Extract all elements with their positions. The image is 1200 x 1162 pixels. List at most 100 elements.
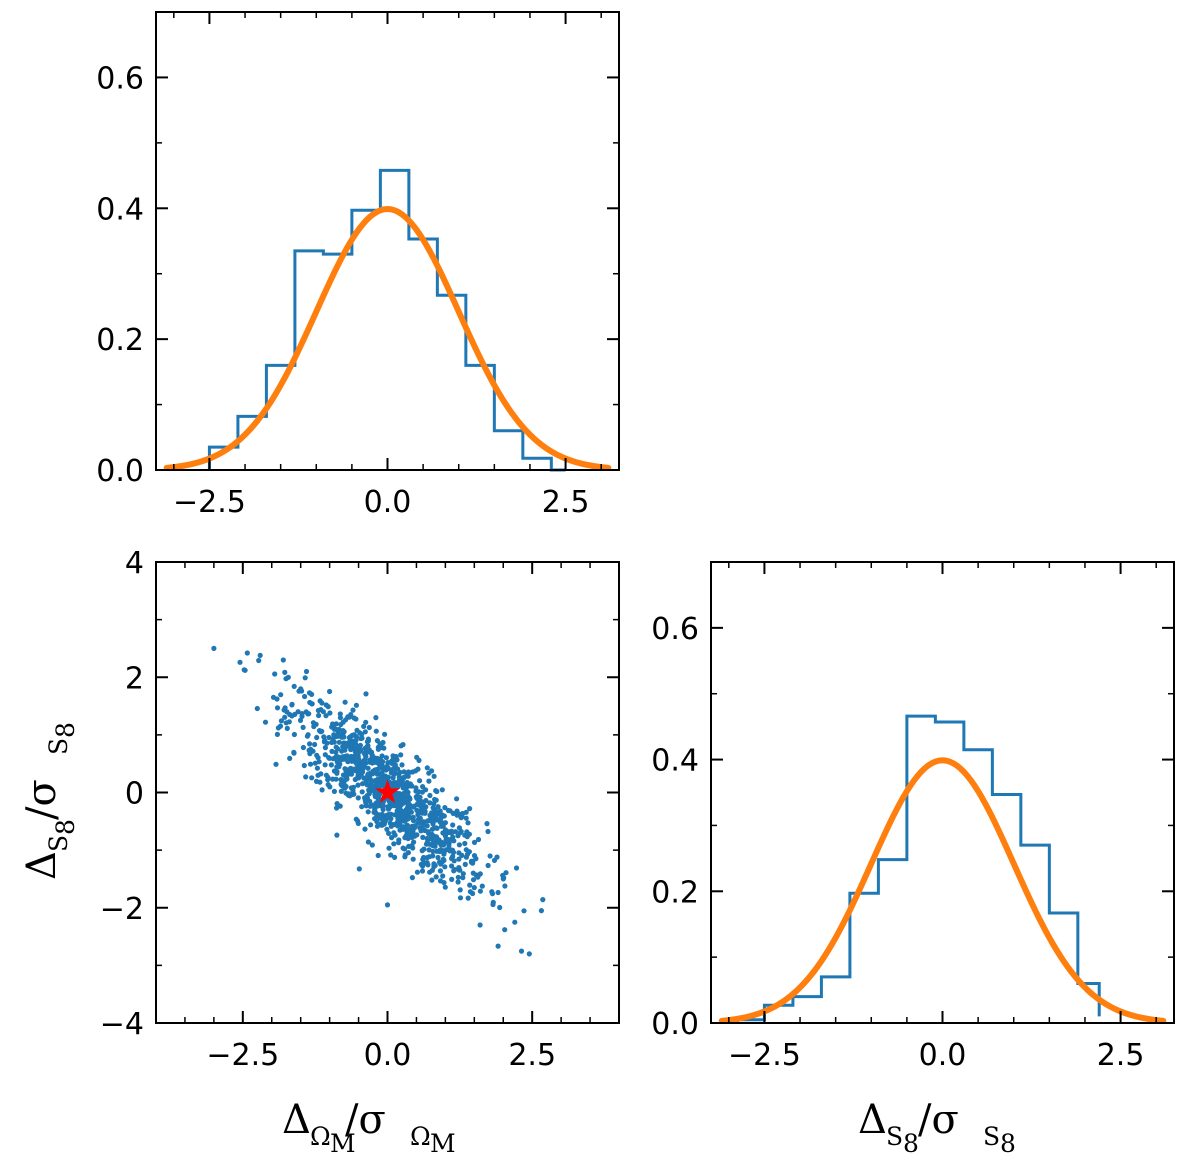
scatter-point — [306, 690, 313, 696]
scatter-point — [448, 830, 454, 836]
scatter-point — [406, 795, 413, 801]
x-title-sigma-subsub: M — [430, 1129, 456, 1158]
scatter-point — [287, 755, 293, 762]
scatter-point — [411, 839, 417, 845]
scatter-point — [396, 774, 402, 780]
scatter-point — [440, 873, 446, 879]
scatter-point — [379, 822, 385, 828]
scatter-point — [338, 721, 344, 728]
scatter-point — [448, 836, 454, 842]
scatter-point — [512, 919, 518, 925]
scatter-point — [344, 753, 350, 759]
scatter-point — [430, 805, 436, 811]
scatter-point — [380, 739, 386, 746]
scatter-point — [313, 721, 319, 727]
scatter-point — [280, 657, 286, 663]
scatter-point — [406, 843, 412, 850]
scatter-point — [467, 882, 473, 888]
scatter-point — [322, 752, 328, 758]
scatter-point — [479, 883, 485, 889]
scatter-point — [319, 728, 325, 734]
scatter-point — [325, 782, 331, 788]
scatter-point — [337, 803, 343, 809]
scatter-point — [363, 754, 369, 760]
scatter-point — [465, 820, 471, 826]
scatter-point — [314, 752, 320, 758]
br-ytick-label: 0.0 — [651, 1007, 699, 1042]
scatter-point — [458, 815, 464, 821]
scatter-point — [337, 711, 343, 717]
scatter-point — [347, 757, 353, 763]
scatter-point — [309, 775, 315, 781]
scatter-point — [393, 795, 399, 801]
scatter-point — [342, 766, 348, 772]
scatter-point — [392, 854, 398, 861]
truth-star-marker — [375, 779, 400, 803]
scatter-point — [372, 759, 378, 765]
scatter-point — [362, 729, 368, 735]
scatter-point — [300, 724, 306, 731]
scatter-point — [343, 783, 349, 790]
scatter-point — [387, 820, 393, 826]
scatter-point — [417, 808, 424, 814]
scatter-point — [377, 782, 383, 788]
scatter-point — [380, 817, 386, 823]
scatter-point — [295, 709, 301, 715]
scatter-point — [434, 835, 440, 841]
scatter-point — [447, 808, 453, 814]
scatter-point — [401, 824, 407, 830]
scatter-point — [334, 832, 340, 838]
scatter-point — [237, 659, 243, 665]
scatter-point — [380, 803, 386, 809]
scatter-point — [470, 877, 477, 883]
scatter-point — [375, 793, 381, 799]
scatter-point — [407, 809, 413, 815]
scatter-point — [450, 822, 456, 828]
scatter-point — [485, 862, 491, 869]
scatter-point — [390, 756, 396, 762]
scatter-point — [446, 842, 452, 849]
scatter-point — [303, 668, 310, 675]
scatter-point — [397, 799, 403, 805]
scatter-point — [384, 826, 390, 832]
scatter-point — [470, 860, 476, 866]
scatter-point — [417, 778, 423, 784]
scatter-point — [467, 806, 473, 812]
scatter-point — [420, 823, 426, 829]
scatter-point — [414, 832, 420, 838]
scatter-point — [464, 851, 471, 857]
scatter-point — [407, 802, 413, 808]
scatter-point — [431, 773, 437, 779]
bl-ytick-label: 4 — [125, 546, 144, 581]
scatter-point — [402, 808, 408, 814]
scatter-point — [359, 789, 365, 795]
scatter-point — [450, 853, 456, 859]
scatter-point — [350, 784, 357, 790]
scatter-point — [422, 810, 428, 816]
scatter-point — [431, 838, 437, 845]
x-axis-title-omega: Δ Ω M /σ Ω M — [282, 1097, 456, 1158]
scatter-point — [432, 843, 438, 849]
scatter-point — [273, 761, 279, 767]
br-ytick-label: 0.2 — [651, 875, 699, 910]
x-title-slash-sigma: /σ — [345, 1097, 386, 1143]
scatter-point — [323, 772, 329, 778]
scatter-point — [495, 889, 501, 896]
scatter-point — [456, 856, 462, 862]
scatter-point — [477, 888, 483, 894]
scatter-point — [282, 705, 288, 711]
scatter-point — [363, 800, 369, 806]
scatter-point — [438, 842, 445, 848]
scatter-point — [398, 752, 404, 758]
scatter-point — [327, 710, 333, 716]
br-frame — [710, 561, 1175, 1024]
bl-ytick-label: 0 — [125, 777, 144, 812]
y-title-delta: Δ — [19, 851, 65, 880]
scatter-point — [437, 878, 444, 884]
scatter-point — [282, 669, 288, 676]
x2-title-slash-sigma: /σ — [918, 1097, 959, 1143]
scatter-point — [419, 848, 425, 854]
scatter-point — [456, 842, 462, 848]
scatter-point — [460, 810, 466, 817]
scatter-point — [412, 823, 418, 829]
